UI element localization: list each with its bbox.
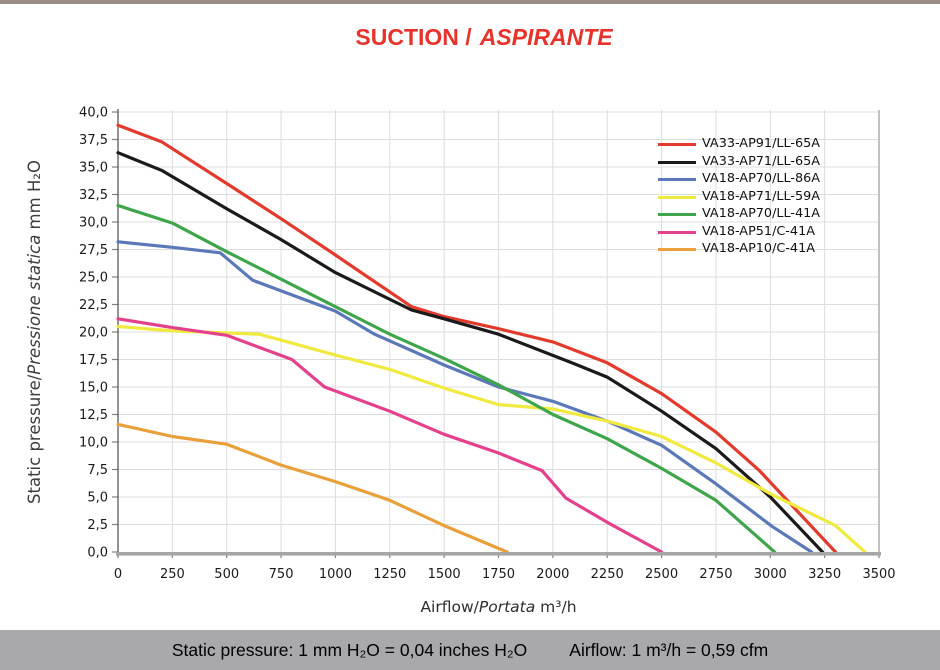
x-tick-label: 500 bbox=[214, 567, 239, 582]
fan-curves-chart: 0,0 2,5 5,0 7,5 10,0 12,5 15,0 17,5 20,0 22,5 25,0… bbox=[25, 106, 896, 617]
y-tick-label: 0,0 bbox=[87, 546, 108, 561]
legend-item: VA18-AP51/C-41A bbox=[658, 224, 820, 242]
legend-line-swatch bbox=[658, 178, 696, 182]
y-tick-label: 15,0 bbox=[79, 381, 108, 396]
legend-item: VA18-AP71/LL-59A bbox=[658, 189, 820, 207]
x-tick-label: 3500 bbox=[862, 567, 895, 582]
y-tick-label: 7,5 bbox=[87, 463, 108, 478]
y-tick-label: 30,0 bbox=[79, 216, 108, 231]
y-tick-label: 32,5 bbox=[79, 188, 108, 203]
legend-label: VA33-AP91/LL-65A bbox=[702, 136, 821, 152]
y-tick-label: 20,0 bbox=[79, 326, 108, 341]
y-tick-label: 40,0 bbox=[79, 106, 108, 121]
y-tick-label: 2,5 bbox=[87, 518, 108, 533]
y-tick-label: 10,0 bbox=[79, 436, 108, 451]
x-tick-label: 0 bbox=[114, 567, 122, 582]
legend-line-swatch bbox=[658, 160, 696, 164]
y-tick-label: 17,5 bbox=[79, 353, 108, 368]
x-tick-label: 2250 bbox=[591, 567, 624, 582]
x-tick-label: 1000 bbox=[319, 567, 352, 582]
curve-va18-ap70-ll-41a bbox=[116, 203, 777, 554]
y-axis-title: Static pressure/Pressione statica mm H₂O bbox=[25, 160, 44, 504]
legend-line-swatch bbox=[658, 230, 696, 234]
x-tick-label: 3000 bbox=[754, 567, 787, 582]
legend-label: VA18-AP71/LL-59A bbox=[702, 188, 821, 204]
x-tick-label: 250 bbox=[160, 567, 185, 582]
curve-va18-ap10-c-41a bbox=[116, 422, 509, 554]
x-tick-label: 750 bbox=[269, 567, 294, 582]
page-title: SUCTION / ASPIRANTE bbox=[0, 24, 940, 51]
y-tick-label: 37,5 bbox=[79, 133, 108, 148]
legend-line-swatch bbox=[658, 213, 696, 217]
title-text: SUCTION / bbox=[355, 24, 472, 50]
y-tick-label: 25,0 bbox=[79, 271, 108, 286]
legend-label: VA18-AP10/C-41A bbox=[702, 241, 815, 257]
x-tick-label: 2750 bbox=[699, 567, 732, 582]
x-tick-label: 1750 bbox=[482, 567, 515, 582]
x-tick-label: 3250 bbox=[808, 567, 841, 582]
legend-item: VA18-AP10/C-41A bbox=[658, 241, 820, 259]
legend-item: VA18-AP70/LL-86A bbox=[658, 171, 820, 189]
legend-line-swatch bbox=[658, 195, 696, 199]
legend-item: VA33-AP71/LL-65A bbox=[658, 154, 820, 172]
curve-va18-ap70-ll-86a bbox=[116, 240, 814, 554]
x-tick-label: 1250 bbox=[373, 567, 406, 582]
legend-label: VA18-AP70/LL-41A bbox=[702, 206, 821, 222]
legend-item: VA18-AP70/LL-41A bbox=[658, 206, 820, 224]
chart-legend: VA33-AP91/LL-65A VA33-AP71/LL-65A VA18-AP7… bbox=[658, 136, 820, 259]
legend-label: VA33-AP71/LL-65A bbox=[702, 153, 821, 169]
legend-item: VA33-AP91/LL-65A bbox=[658, 136, 820, 154]
x-tick-label: 2000 bbox=[536, 567, 569, 582]
x-tick-label: 1500 bbox=[428, 567, 461, 582]
footer-airflow-conversion: Airflow: 1 m³/h = 0,59 cfm bbox=[569, 640, 769, 660]
y-tick-label: 22,5 bbox=[79, 298, 108, 313]
top-accent-bar bbox=[0, 0, 940, 4]
footer-pressure-conversion: Static pressure: 1 mm H₂O = 0,04 inches … bbox=[171, 640, 528, 660]
y-tick-label: 12,5 bbox=[79, 408, 108, 423]
curve-va18-ap51-c-41a bbox=[116, 317, 664, 554]
y-tick-label: 35,0 bbox=[79, 161, 108, 176]
legend-line-swatch bbox=[658, 143, 696, 147]
y-tick-label: 5,0 bbox=[87, 491, 108, 506]
x-tick-label: 2500 bbox=[645, 567, 678, 582]
legend-label: VA18-AP70/LL-86A bbox=[702, 171, 821, 187]
curve-va18-ap71-ll-59a bbox=[116, 324, 867, 554]
x-axis-title: Airflow/Portata m³/h bbox=[420, 598, 576, 616]
curve-va33-ap71-ll-65a bbox=[116, 151, 825, 554]
legend-line-swatch bbox=[658, 248, 696, 252]
y-tick-label: 27,5 bbox=[79, 243, 108, 258]
curve-va33-ap91-ll-65a bbox=[116, 123, 838, 554]
legend-label: VA18-AP51/C-41A bbox=[702, 223, 815, 239]
footer-bar: Static pressure: 1 mm H₂O = 0,04 inches … bbox=[0, 630, 940, 670]
title-text-italic: ASPIRANTE bbox=[479, 24, 613, 50]
